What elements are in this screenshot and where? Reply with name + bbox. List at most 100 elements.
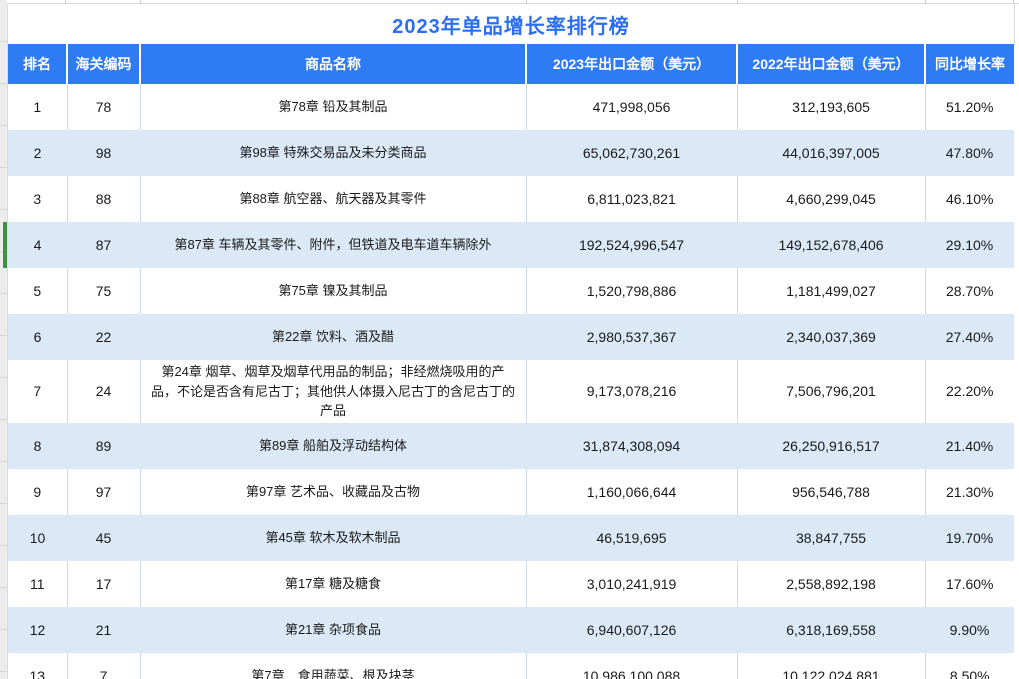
header-name[interactable]: 商品名称 (139, 44, 526, 84)
cell-rank[interactable]: 7 (8, 360, 67, 423)
cell-growth[interactable]: 21.30% (924, 468, 1014, 515)
table-row: 8 89 第89章 船舶及浮动结构体 31,874,308,094 26,250,916… (8, 422, 1014, 469)
cell-code[interactable]: 75 (66, 268, 140, 314)
cell-name[interactable]: 第88章 航空器、航天器及其零件 (139, 176, 526, 222)
cell-name[interactable]: 第22章 饮料、酒及醋 (140, 314, 526, 360)
cell-name[interactable]: 第87章 车辆及其零件、附件，但铁道及电车道车辆除外 (140, 222, 526, 268)
cell-code[interactable]: 78 (66, 84, 140, 130)
cell-v2022[interactable]: 7,506,796,201 (736, 360, 925, 423)
cell-growth[interactable]: 8.50% (924, 652, 1014, 679)
cell-v2022[interactable]: 4,660,299,045 (736, 176, 925, 222)
header-code[interactable]: 海关编码 (66, 44, 140, 84)
cell-name[interactable]: 第98章 特殊交易品及未分类商品 (140, 130, 526, 176)
cell-rank[interactable]: 5 (8, 268, 67, 314)
cell-v2023[interactable]: 1,160,066,644 (525, 468, 737, 515)
grid-stub (140, 0, 141, 4)
cell-v2022[interactable]: 38,847,755 (737, 514, 925, 561)
cell-v2022[interactable]: 149,152,678,406 (737, 222, 925, 268)
cell-v2022[interactable]: 2,340,037,369 (737, 314, 925, 360)
cell-growth[interactable]: 21.40% (925, 422, 1014, 469)
cell-code[interactable]: 97 (66, 468, 140, 515)
cell-name[interactable]: 第45章 软木及软木制品 (140, 514, 526, 561)
cell-rank[interactable]: 3 (8, 176, 67, 222)
cell-name[interactable]: 第97章 艺术品、收藏品及古物 (139, 468, 526, 515)
cell-growth[interactable]: 22.20% (924, 360, 1014, 423)
cell-v2022[interactable]: 6,318,169,558 (737, 606, 925, 653)
cell-code[interactable]: 21 (67, 606, 140, 653)
cell-v2022[interactable]: 44,016,397,005 (737, 130, 925, 176)
table-body: 1 78 第78章 铅及其制品 471,998,056 312,193,605 51.20… (3, 84, 1014, 679)
table-row: 6 22 第22章 饮料、酒及醋 2,980,537,367 2,340,037,369… (8, 314, 1014, 360)
cell-v2023[interactable]: 10,986,100,088 (525, 652, 737, 679)
cell-name[interactable]: 第24章 烟草、烟草及烟草代用品的制品；非经燃烧吸用的产品，不论是否含有尼古丁；… (139, 360, 526, 423)
sheet-left-gutter (0, 0, 8, 679)
cell-name[interactable]: 第78章 铅及其制品 (139, 84, 526, 130)
sheet-top-gridline (7, 0, 1019, 4)
grid-stub (737, 0, 738, 4)
cell-rank[interactable]: 10 (8, 514, 67, 561)
cell-v2022[interactable]: 26,250,916,517 (737, 422, 925, 469)
cell-v2023[interactable]: 65,062,730,261 (526, 130, 737, 176)
cell-code[interactable]: 87 (67, 222, 140, 268)
cell-code[interactable]: 7 (66, 652, 140, 679)
cell-code[interactable]: 88 (66, 176, 140, 222)
cell-code[interactable]: 22 (67, 314, 140, 360)
cell-v2023[interactable]: 6,940,607,126 (526, 606, 737, 653)
cell-code[interactable]: 45 (67, 514, 140, 561)
cell-rank[interactable]: 11 (8, 560, 67, 607)
cell-growth[interactable]: 19.70% (925, 514, 1014, 561)
cell-v2023[interactable]: 9,173,078,216 (525, 360, 737, 423)
cell-name[interactable]: 第75章 镍及其制品 (139, 268, 526, 314)
cell-v2022[interactable]: 10,122,024,881 (736, 652, 925, 679)
header-v2022[interactable]: 2022年出口金额（美元） (736, 44, 925, 84)
table-row: 11 17 第17章 糖及糖食 3,010,241,919 2,558,892,198 1… (8, 560, 1014, 607)
cell-growth[interactable]: 47.80% (925, 130, 1014, 176)
title-bar[interactable]: 2023年单品增长率排行榜 (8, 4, 1015, 44)
cell-growth[interactable]: 28.70% (924, 268, 1014, 314)
cell-name[interactable]: 第7章 食用蔬菜、根及块茎 (139, 652, 526, 679)
cell-v2022[interactable]: 1,181,499,027 (736, 268, 925, 314)
cell-growth[interactable]: 27.40% (925, 314, 1014, 360)
cell-name[interactable]: 第17章 糖及糖食 (139, 560, 526, 607)
cell-v2023[interactable]: 31,874,308,094 (526, 422, 737, 469)
cell-v2023[interactable]: 6,811,023,821 (525, 176, 737, 222)
cell-rank[interactable]: 1 (8, 84, 67, 130)
cell-rank[interactable]: 4 (3, 222, 67, 268)
cell-v2022[interactable]: 312,193,605 (736, 84, 925, 130)
cell-growth[interactable]: 9.90% (925, 606, 1014, 653)
cell-growth[interactable]: 29.10% (925, 222, 1014, 268)
cell-code[interactable]: 17 (66, 560, 140, 607)
cell-growth[interactable]: 46.10% (924, 176, 1014, 222)
cell-growth[interactable]: 51.20% (924, 84, 1014, 130)
cell-v2022[interactable]: 2,558,892,198 (736, 560, 925, 607)
cell-growth[interactable]: 17.60% (924, 560, 1014, 607)
header-v2023[interactable]: 2023年出口金额（美元） (525, 44, 737, 84)
cell-v2023[interactable]: 2,980,537,367 (526, 314, 737, 360)
cell-rank[interactable]: 2 (8, 130, 67, 176)
cell-rank[interactable]: 13 (8, 652, 67, 679)
cell-code[interactable]: 24 (66, 360, 140, 423)
cell-rank[interactable]: 9 (8, 468, 67, 515)
ranking-table: 排名 海关编码 商品名称 2023年出口金额（美元） 2022年出口金额（美元）… (3, 44, 1014, 679)
selected-row-marker (3, 222, 7, 268)
table-row: 1 78 第78章 铅及其制品 471,998,056 312,193,605 51.20… (8, 84, 1014, 130)
cell-v2023[interactable]: 1,520,798,886 (525, 268, 737, 314)
header-growth[interactable]: 同比增长率 (924, 44, 1014, 84)
cell-code[interactable]: 98 (67, 130, 140, 176)
cell-name[interactable]: 第89章 船舶及浮动结构体 (140, 422, 526, 469)
cell-rank[interactable]: 8 (8, 422, 67, 469)
cell-v2023[interactable]: 46,519,695 (526, 514, 737, 561)
cell-rank[interactable]: 6 (8, 314, 67, 360)
grid-stub (526, 0, 527, 4)
cell-v2023[interactable]: 471,998,056 (525, 84, 737, 130)
table-row: 13 7 第7章 食用蔬菜、根及块茎 10,986,100,088 10,122,024… (8, 652, 1014, 679)
cell-code[interactable]: 89 (67, 422, 140, 469)
cell-rank[interactable]: 12 (8, 606, 67, 653)
cell-name[interactable]: 第21章 杂项食品 (140, 606, 526, 653)
cell-v2023[interactable]: 3,010,241,919 (525, 560, 737, 607)
table-row: 4 87 第87章 车辆及其零件、附件，但铁道及电车道车辆除外 192,524,996… (3, 222, 1014, 268)
header-rank[interactable]: 排名 (8, 44, 67, 84)
table-row: 5 75 第75章 镍及其制品 1,520,798,886 1,181,499,027 2… (8, 268, 1014, 314)
cell-v2023[interactable]: 192,524,996,547 (526, 222, 737, 268)
cell-v2022[interactable]: 956,546,788 (736, 468, 925, 515)
